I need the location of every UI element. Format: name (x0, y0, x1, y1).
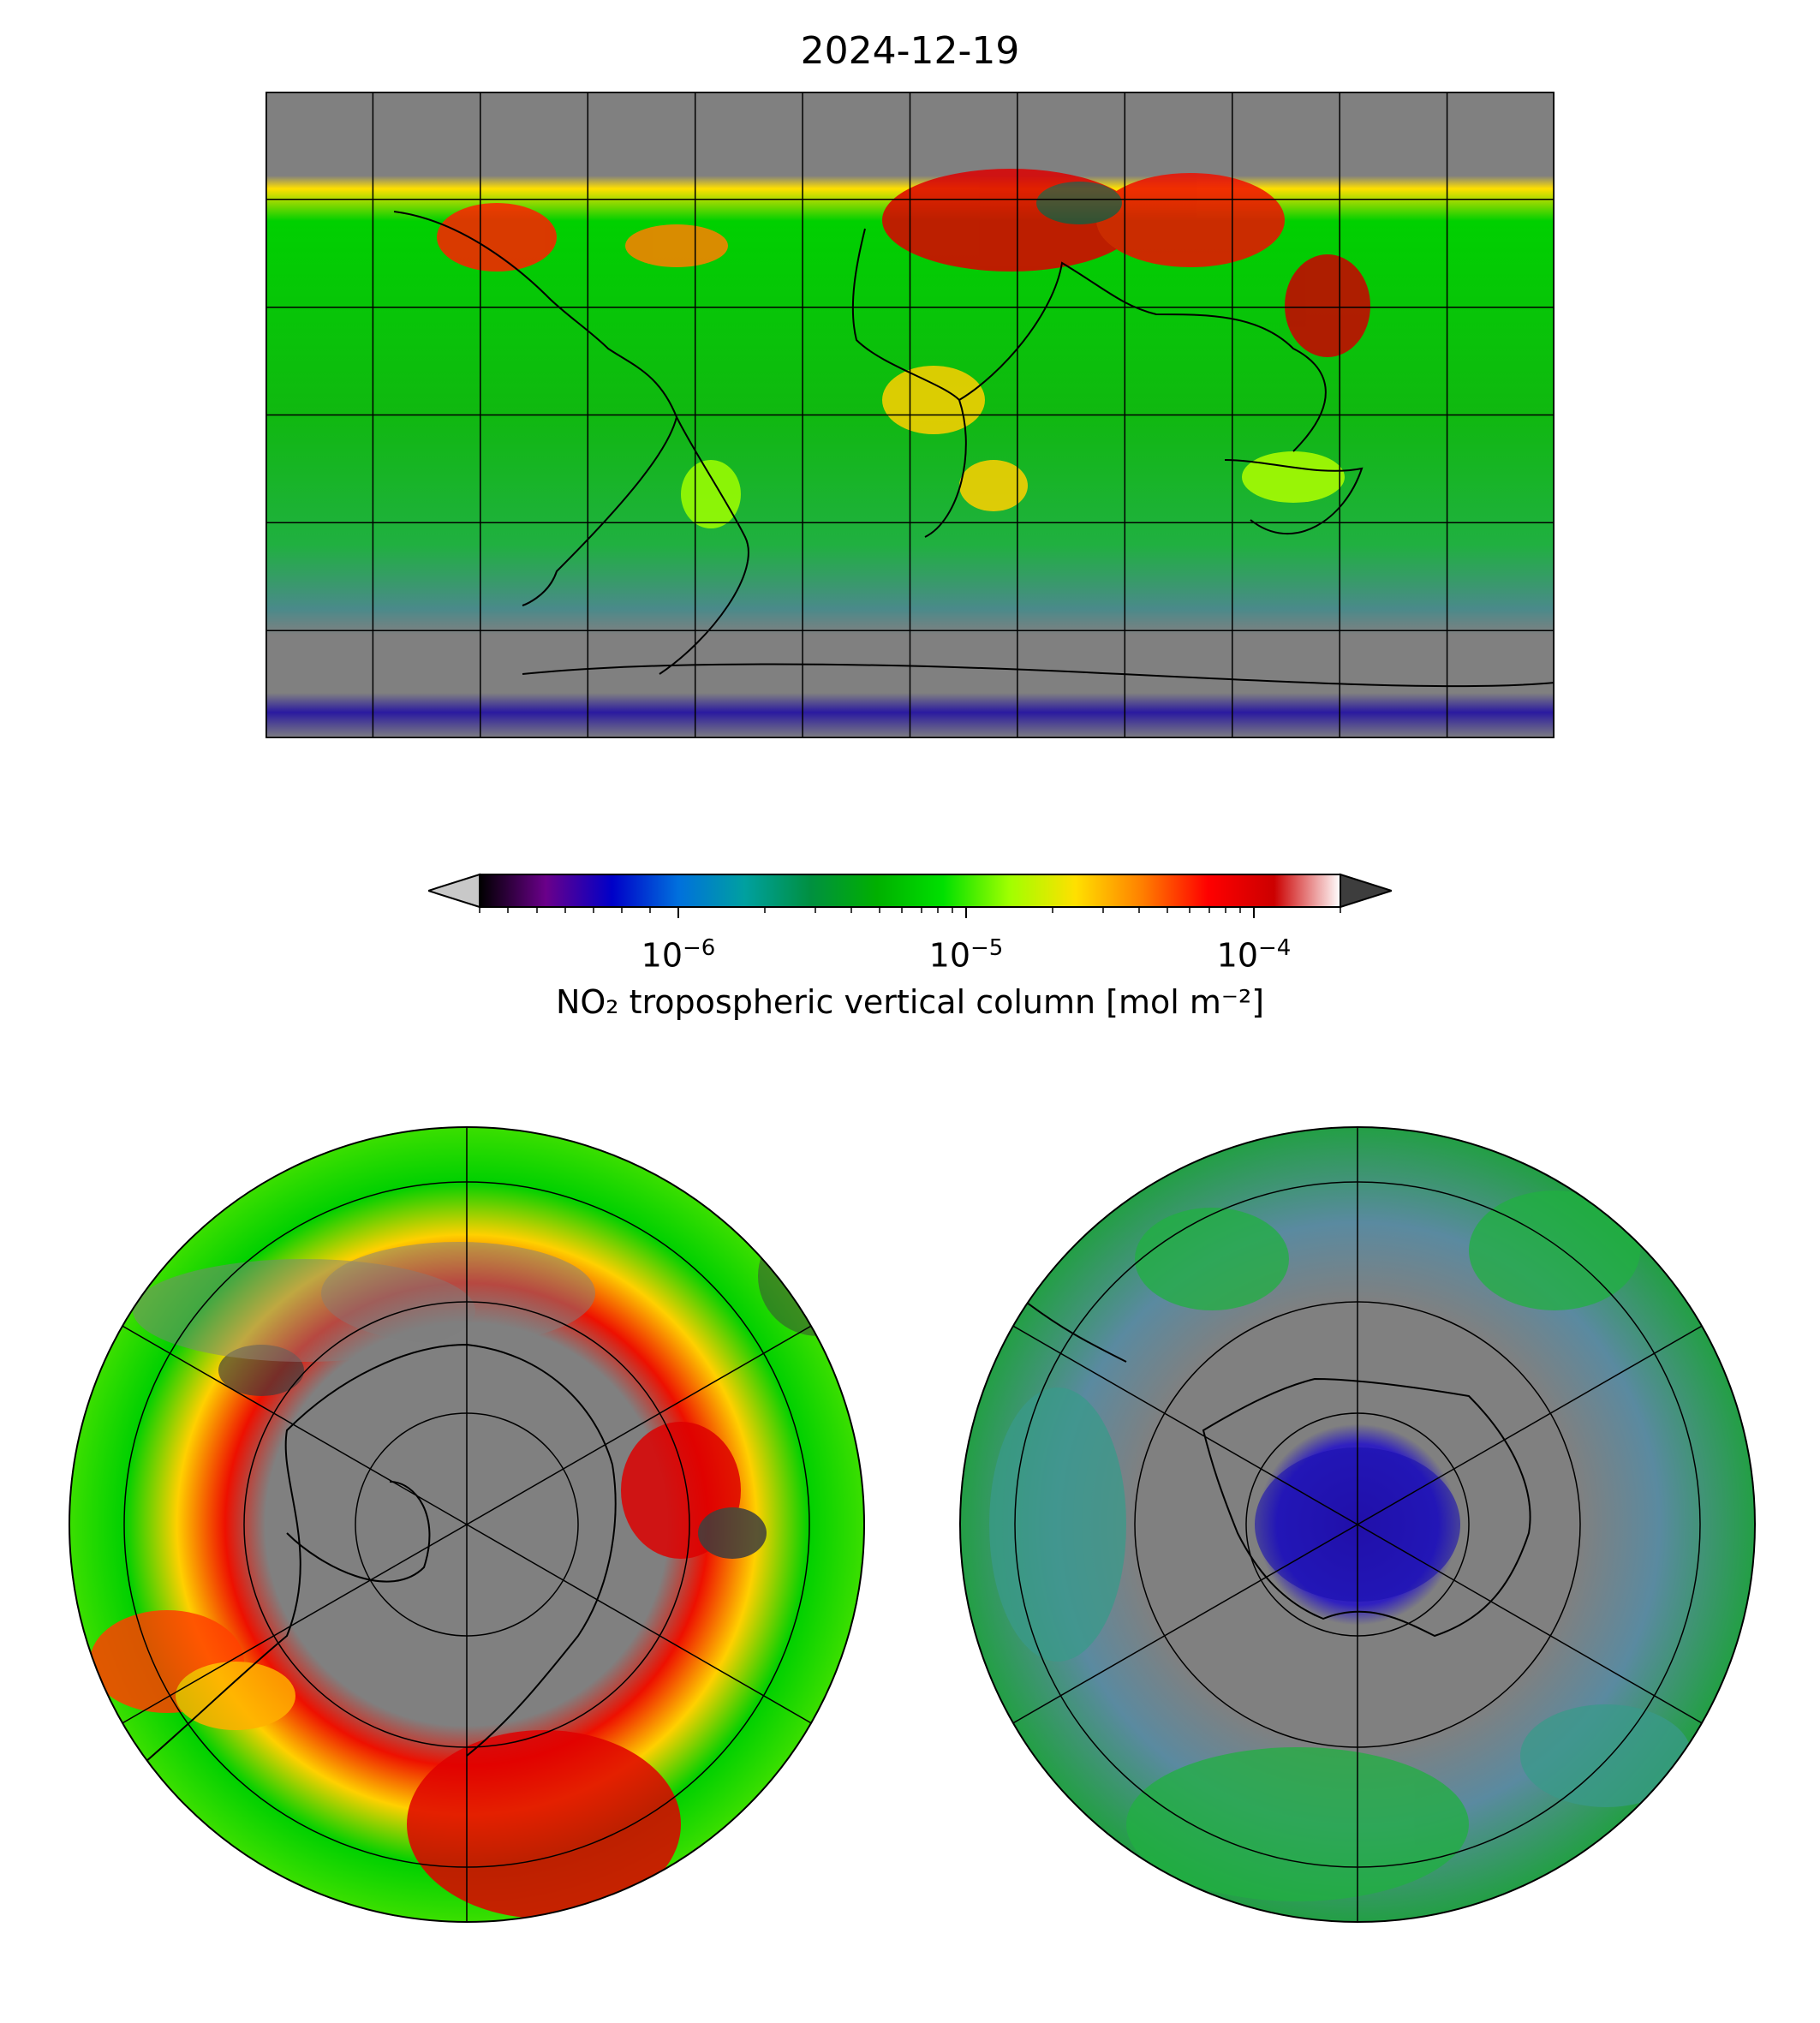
figure-title: 2024-12-19 (800, 29, 1020, 73)
colorbar-tick-label: 10−6 (641, 935, 716, 975)
colorbar-gradient (480, 874, 1340, 907)
south-graticule (960, 1127, 1755, 1922)
colorbar-over-arrow (1340, 873, 1392, 909)
colorbar (428, 873, 1392, 918)
coastlines (393, 211, 1554, 688)
map-gridlines (266, 92, 1554, 738)
south-coastlines (1014, 1292, 1531, 1638)
north-polar-map (69, 1126, 865, 1923)
global-map (266, 92, 1554, 738)
north-coastlines (132, 1343, 617, 1774)
colorbar-tick-label: 10−4 (1216, 935, 1292, 975)
colorbar-under-arrow (428, 873, 480, 909)
colorbar-tick-label: 10−5 (928, 935, 1004, 975)
south-polar-map (959, 1126, 1756, 1923)
colorbar-major-ticks (677, 907, 1255, 918)
north-graticule (69, 1127, 864, 1922)
colorbar-label: NO₂ tropospheric vertical column [mol m⁻… (555, 983, 1265, 1021)
colorbar-minor-ticks (479, 907, 1341, 913)
